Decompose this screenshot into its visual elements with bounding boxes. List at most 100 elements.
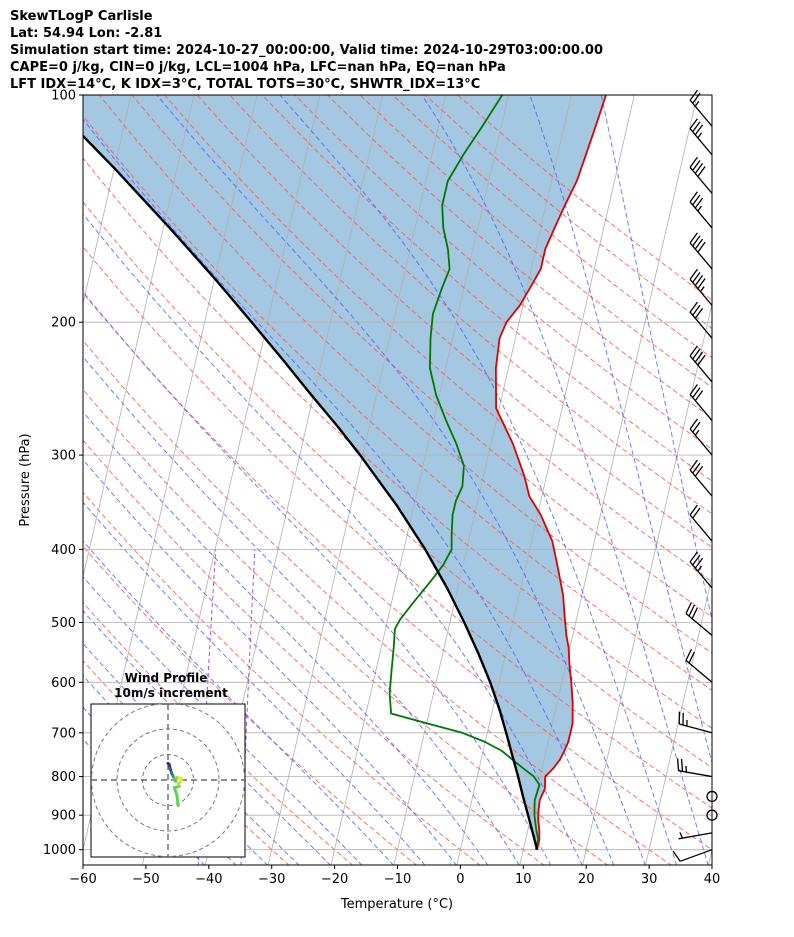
barb-flag (692, 554, 701, 566)
title-line-location: Lat: 54.94 Lon: -2.81 (10, 26, 163, 41)
barb-flag (694, 197, 704, 209)
moist-adiabat-line (83, 501, 426, 865)
dry-adiabat-line (98, 95, 712, 654)
barb-half-flag (694, 429, 700, 436)
barb-flag (688, 604, 695, 617)
isotherm-line (83, 95, 195, 579)
wind-barb (689, 345, 713, 383)
y-tick-label: 600 (51, 676, 76, 691)
barb-flag (697, 241, 706, 253)
cape-area-fill (83, 95, 606, 850)
moist-adiabat-line (83, 291, 552, 865)
wind-barb (689, 301, 713, 339)
barb-flag (694, 275, 704, 286)
parcel-path-line (83, 134, 539, 850)
dry-adiabat-line (83, 339, 673, 865)
barb-flag (672, 850, 681, 862)
isotherm-line (393, 95, 572, 865)
barb-flag (685, 602, 692, 614)
barb-flag (694, 163, 704, 174)
barb-flag (685, 649, 692, 661)
moist-adiabat-line (83, 459, 457, 865)
y-tick-label: 200 (51, 316, 76, 331)
y-tick-label: 300 (51, 449, 76, 464)
barb-flag (692, 421, 701, 433)
moist-adiabat-line (421, 95, 709, 865)
hodograph-segment (175, 793, 180, 807)
barb-shaft (689, 242, 713, 270)
barb-flag (697, 166, 706, 177)
wind-barb (685, 649, 713, 683)
barb-flag (689, 232, 698, 244)
temperature-line (495, 95, 607, 850)
y-tick-label: 500 (51, 616, 76, 631)
barb-flag (689, 191, 698, 203)
barb-shaft (689, 128, 713, 156)
x-tick-label: 40 (704, 872, 721, 887)
hodograph-segment (166, 761, 171, 767)
x-tick-label: 0 (456, 872, 464, 887)
hodograph-subtitle: 10m/s increment (114, 686, 228, 700)
barb-flag (692, 348, 701, 360)
barb-flag (697, 354, 706, 366)
y-tick-label: 1000 (43, 843, 76, 858)
barb-shaft (689, 311, 713, 339)
barb-flag (689, 551, 698, 563)
barb-flag (676, 758, 680, 771)
barb-flag (692, 507, 701, 519)
barb-shaft (679, 849, 713, 862)
barb-flag (692, 387, 701, 398)
wind-barb (689, 118, 713, 156)
hodograph-plot (91, 704, 245, 857)
x-tick-label: −20 (321, 872, 348, 887)
y-tick-label: 700 (51, 726, 76, 741)
barb-flag (689, 118, 698, 130)
x-axis-label: Temperature (°C) (340, 897, 453, 912)
moist-adiabat-line (156, 95, 646, 865)
barb-shaft (679, 723, 713, 734)
hodograph-title: Wind Profile (125, 671, 208, 685)
dry-adiabat-line (327, 95, 712, 419)
barb-half-flag (679, 832, 684, 839)
moist-adiabat-line (83, 610, 331, 865)
barb-flag (694, 557, 704, 569)
dewpoint-line (388, 95, 541, 850)
y-tick-label: 100 (51, 89, 76, 104)
moist-adiabat-line (83, 411, 489, 865)
barb-flag (689, 301, 698, 313)
y-axis-label: Pressure (hPa) (18, 433, 33, 526)
barb-shaft (689, 514, 713, 542)
title-line-times: Simulation start time: 2024-10-27_00:00:… (10, 43, 603, 58)
barb-shaft (689, 428, 713, 456)
wind-barb (672, 849, 713, 862)
title-line-indices: LFT IDX=14°C, K IDX=3°C, TOTAL TOTS=30°C… (10, 77, 481, 92)
isotherm-line (645, 574, 712, 865)
dry-adiabat-line (83, 292, 712, 851)
isotherm-line (771, 95, 794, 866)
barb-shaft (689, 561, 713, 589)
barb-half-flag (694, 100, 700, 107)
x-tick-label: −40 (195, 872, 222, 887)
moist-adiabat-line (83, 540, 394, 865)
isotherm-line (519, 95, 698, 865)
moist-adiabat-line (83, 213, 583, 865)
barb-shaft (685, 613, 713, 636)
barb-shaft (689, 469, 713, 497)
isotherm-line (0, 95, 68, 866)
dry-adiabat-line (83, 157, 712, 729)
dry-adiabat-line (83, 388, 609, 865)
isotherm-line (456, 95, 635, 865)
barb-flag (689, 156, 698, 168)
barb-shaft (689, 166, 713, 194)
barb-shaft (689, 278, 713, 306)
barb-half-flag (697, 132, 703, 139)
wind-barb (689, 156, 713, 194)
dry-adiabat-line (83, 114, 712, 691)
barb-half-flag (699, 286, 705, 292)
axis-ticks: −60 −50 −40 −30 −20 −10 0 10 20 30 40 100 200 300 400 5… (43, 89, 720, 888)
title-line-station: SkewTLogP Carlisle (10, 9, 153, 24)
wind-barb (689, 191, 713, 229)
moist-adiabat-line (279, 95, 678, 865)
dry-adiabat-line (83, 545, 417, 865)
